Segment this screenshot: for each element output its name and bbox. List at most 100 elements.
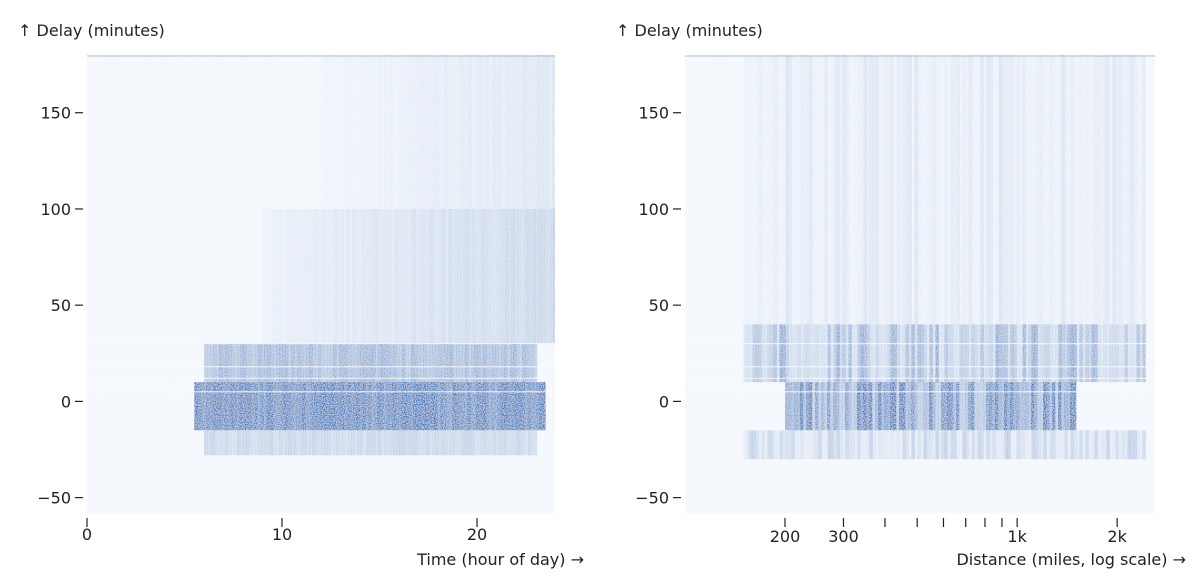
heatmap-cell — [204, 343, 208, 383]
heatmap-cell — [1034, 55, 1038, 325]
heatmap-cell — [962, 55, 966, 325]
heatmap-cell — [1055, 382, 1059, 431]
heatmap-cell — [1028, 430, 1032, 460]
heatmap-cell — [875, 430, 879, 460]
heatmap-cell — [908, 430, 912, 460]
heatmap-cell — [411, 343, 415, 383]
heatmap-cell — [340, 208, 344, 344]
heatmap-cell — [516, 430, 520, 456]
heatmap-cell — [385, 208, 389, 344]
heatmap-cell — [944, 430, 948, 460]
heatmap-cell — [465, 343, 469, 383]
heatmap-cell — [396, 430, 400, 456]
heatmap-cell — [286, 208, 290, 344]
heatmap-cell — [445, 208, 449, 344]
heatmap-cell — [1124, 430, 1128, 460]
heatmap-cell — [1142, 430, 1146, 460]
heatmap-cell — [333, 430, 337, 456]
heatmap-cell — [288, 343, 292, 383]
heatmap-cell — [525, 55, 529, 209]
heatmap-cell — [782, 430, 786, 460]
heatmap-cell — [986, 324, 990, 383]
heatmap-cell — [417, 430, 421, 456]
heatmap-cell — [358, 208, 362, 344]
heatmap-cell — [1127, 430, 1131, 460]
heatmap-cell — [389, 382, 393, 431]
heatmap-cell — [1052, 430, 1056, 460]
heatmap-cell — [279, 343, 283, 383]
heatmap-cell — [971, 55, 975, 325]
heatmap-cell — [848, 382, 852, 431]
heatmap-cell — [417, 55, 421, 209]
heatmap-cell — [390, 55, 394, 209]
heatmap-cell — [315, 430, 319, 456]
heatmap-cell — [977, 430, 981, 460]
heatmap-cell — [821, 324, 825, 383]
heatmap-cell — [773, 55, 777, 325]
heatmap-cell — [944, 55, 948, 325]
heatmap-cell — [992, 430, 996, 460]
heatmap-cell — [884, 55, 888, 325]
heatmap-cell — [207, 343, 211, 383]
heatmap-cell — [324, 55, 327, 209]
heatmap-cell — [920, 430, 924, 460]
heatmap-cell — [830, 324, 834, 383]
heatmap-cell — [339, 55, 342, 209]
heatmap-cell — [207, 430, 211, 456]
heatmap-cell — [971, 324, 975, 383]
heatmap-cell — [1085, 324, 1089, 383]
heatmap-cell — [884, 324, 888, 383]
heatmap-cell — [534, 55, 538, 209]
heatmap-cell — [306, 343, 310, 383]
heatmap-cell — [899, 55, 903, 325]
x-tick-label: 0 — [82, 525, 92, 544]
heatmap-cell — [361, 208, 365, 344]
heatmap-cell — [1004, 324, 1008, 383]
heatmap-cell — [962, 324, 966, 383]
heatmap-cell — [872, 324, 876, 383]
y-tick-label: 50 — [51, 296, 71, 315]
heatmap-cell — [749, 430, 753, 460]
heatmap-cell — [510, 55, 514, 209]
heatmap-cell — [426, 343, 430, 383]
heatmap-cell — [980, 430, 984, 460]
heatmap-cell — [959, 430, 963, 460]
heatmap-cell — [218, 382, 222, 431]
heatmap-cell — [262, 208, 266, 344]
heatmap-cell — [788, 382, 792, 431]
heatmap-cell — [782, 55, 786, 325]
heatmap-cell — [1118, 324, 1122, 383]
heatmap-cell — [836, 324, 840, 383]
heatmap-cell — [968, 382, 972, 431]
heatmap-cell — [370, 208, 374, 344]
heatmap-cell — [938, 324, 942, 383]
heatmap-cell — [1127, 55, 1131, 325]
heatmap-cell — [273, 430, 277, 456]
heatmap-cell — [1136, 55, 1140, 325]
heatmap-cell — [504, 430, 508, 456]
heatmap-cell — [424, 208, 428, 344]
heatmap-cell — [1106, 324, 1110, 383]
heatmap-cell — [1016, 430, 1020, 460]
heatmap-cell — [243, 343, 247, 383]
heatmap-cell — [893, 430, 897, 460]
heatmap-cell — [252, 343, 256, 383]
heatmap-cell — [1100, 324, 1104, 383]
heatmap-cell — [418, 208, 422, 344]
heatmap-cell — [449, 382, 453, 431]
heatmap-cell — [281, 382, 285, 431]
heatmap-cell — [410, 382, 414, 431]
heatmap-cell — [336, 55, 339, 209]
heatmap-cell — [539, 382, 543, 431]
heatmap-cell — [1043, 324, 1047, 383]
heatmap-cell — [336, 430, 340, 456]
heatmap-cell — [272, 382, 276, 431]
heatmap-cell — [1089, 55, 1092, 324]
heatmap-cell — [956, 382, 960, 431]
heatmap-cell — [1109, 430, 1113, 460]
heatmap-cell — [989, 430, 993, 460]
heatmap-cell — [911, 430, 915, 460]
heatmap-cell — [331, 208, 335, 344]
heatmap-cell — [522, 430, 526, 456]
chart-time-heatmap — [87, 55, 555, 456]
